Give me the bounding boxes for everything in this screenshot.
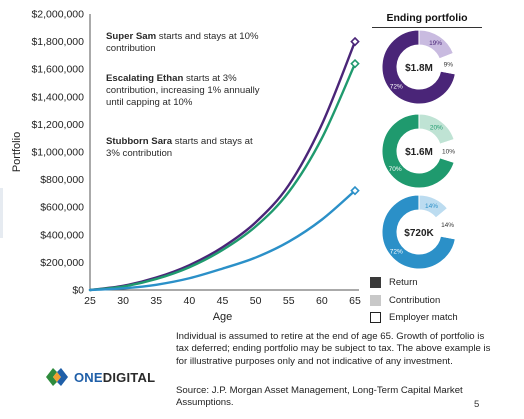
y-tick-label: $1,000,000 <box>31 147 84 159</box>
y-tick-label: $800,000 <box>40 174 84 186</box>
y-tick-label: $1,800,000 <box>31 36 84 48</box>
annotation-text: starts and stays at 10% contribution <box>106 31 259 54</box>
annotation-text: starts at 3% contribution, increasing 1%… <box>106 73 260 108</box>
donut-percent-label: 14% <box>425 203 438 210</box>
y-tick-label: $0 <box>72 285 84 297</box>
donut-segment-return <box>381 29 456 105</box>
legend-item-employer-match: Employer match <box>370 312 458 323</box>
y-tick-label: $1,200,000 <box>31 119 84 131</box>
donut-center-value: $1.8M <box>405 63 433 74</box>
donut-percent-label: 20% <box>430 125 443 132</box>
x-tick-label: 40 <box>184 295 196 307</box>
donut-center-value: $1.6M <box>405 147 433 158</box>
donut-percent-label: 70% <box>389 166 402 173</box>
logo-text: ONEDIGITAL <box>74 370 155 385</box>
annotation-name: Stubborn Sara <box>106 136 173 147</box>
series-line-2 <box>88 189 357 292</box>
series-endpoint-marker-1 <box>350 58 360 69</box>
logo-mark-icon <box>46 368 68 386</box>
donut-chart-0: 72% 19% 9% $1.8M <box>381 29 457 105</box>
legend-item-return: Return <box>370 277 418 288</box>
y-axis-title: Portfolio <box>11 132 23 172</box>
y-tick-label: $400,000 <box>40 229 84 241</box>
x-tick-label: 60 <box>316 295 328 307</box>
slide-edge-decoration <box>0 188 3 238</box>
donut-center-value: $720K <box>404 228 434 239</box>
x-tick-label: 25 <box>84 295 96 307</box>
source-note: Source: J.P. Morgan Asset Management, Lo… <box>176 385 463 409</box>
annotation-super-sam: Super Sam starts and stays at 10% contri… <box>106 31 266 55</box>
x-tick-label: 30 <box>117 295 129 307</box>
series-endpoint-marker-0 <box>350 36 360 47</box>
donut-percent-label: 10% <box>442 149 455 156</box>
x-tick-label: 35 <box>150 295 162 307</box>
panel-title: Ending portfolio <box>386 12 468 24</box>
annotation-name: Escalating Ethan <box>106 73 184 84</box>
y-tick-label: $1,600,000 <box>31 64 84 76</box>
legend-swatch-employer-match <box>370 312 381 323</box>
y-tick-label: $2,000,000 <box>31 9 84 21</box>
footnote: Individual is assumed to retire at the e… <box>176 331 491 367</box>
onedigital-logo: ONEDIGITAL <box>44 366 155 388</box>
x-tick-label: 50 <box>250 295 262 307</box>
annotation-name: Super Sam <box>106 31 157 42</box>
donut-percent-label: 72% <box>390 248 403 255</box>
page-number: 5 <box>474 399 480 410</box>
donut-hole <box>397 45 441 89</box>
series-line-1 <box>88 62 357 292</box>
donut-segment-return <box>381 194 456 270</box>
series-endpoint-marker-2 <box>350 185 360 196</box>
y-tick-label: $1,400,000 <box>31 91 84 103</box>
x-axis-title: Age <box>213 311 233 323</box>
donut-chart-1: 70% 20% 10% $1.6M <box>381 113 457 189</box>
logo-text-digital: DIGITAL <box>102 369 156 385</box>
y-tick-label: $600,000 <box>40 202 84 214</box>
legend-label: Return <box>389 277 418 288</box>
annotation-text: starts and stays at 3% contribution <box>106 136 253 159</box>
donut-hole <box>397 129 441 173</box>
legend-item-contribution: Contribution <box>370 295 440 306</box>
x-tick-label: 65 <box>349 295 361 307</box>
donut-chart-2: 72% 14% 14% $720K <box>381 194 457 270</box>
donut-hole <box>397 210 441 254</box>
annotation-escalating-ethan: Escalating Ethan starts at 3% contributi… <box>106 73 266 109</box>
donut-percent-label: 9% <box>444 62 454 69</box>
x-tick-label: 45 <box>217 295 229 307</box>
donut-percent-label: 14% <box>441 222 454 229</box>
donut-percent-label: 19% <box>429 40 442 47</box>
annotation-stubborn-sara: Stubborn Sara starts and stays at 3% con… <box>106 136 266 160</box>
donut-percent-label: 72% <box>390 83 403 90</box>
panel-divider <box>372 27 482 28</box>
x-tick-label: 55 <box>283 295 295 307</box>
legend-swatch-return <box>370 277 381 288</box>
y-tick-label: $200,000 <box>40 257 84 269</box>
legend-swatch-contribution <box>370 295 381 306</box>
legend-label: Contribution <box>389 295 441 306</box>
legend-label: Employer match <box>389 312 458 323</box>
logo-text-one: ONE <box>74 369 103 385</box>
